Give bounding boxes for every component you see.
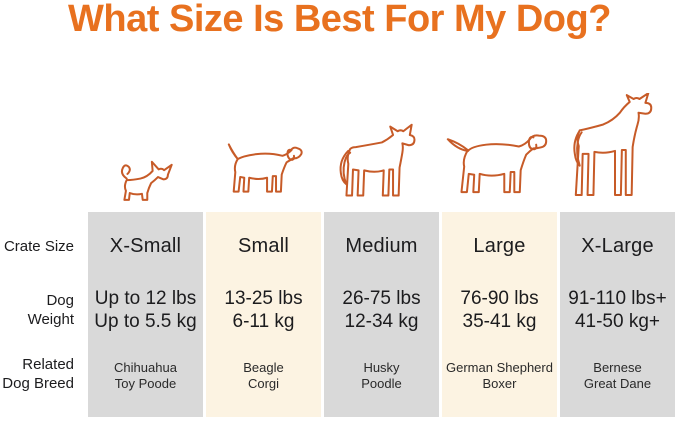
crate-size-value: X-Small [109, 234, 182, 257]
weight-lbs-value: Up to 12 lbs [94, 288, 197, 309]
retriever-dog-icon [444, 121, 550, 203]
great-dane-dog-icon [566, 93, 664, 203]
page-title: What Size Is Best For My Dog? [68, 0, 611, 40]
size-column-large: Large 76-90 lbs 35-41 kg German Shepherd… [442, 212, 557, 417]
breed-secondary-value: Corgi [247, 376, 280, 391]
row-label-dog-breed: Dog Breed [2, 375, 74, 392]
crate-size-value: Small [237, 234, 289, 257]
size-column-x-small: X-Small Up to 12 lbs Up to 5.5 kg Chihua… [88, 212, 203, 417]
crate-size-value: Large [473, 234, 526, 257]
weight-lbs-value: 13-25 lbs [224, 288, 303, 309]
weight-lbs-value: 26-75 lbs [342, 288, 421, 309]
size-column-medium: Medium 26-75 lbs 12-34 kg Husky Poodle [324, 212, 439, 417]
row-label-dog-weight: Dog Weight [27, 292, 74, 328]
weight-kg-value: Up to 5.5 kg [94, 311, 197, 332]
weight-kg-value: 12-34 kg [344, 311, 419, 332]
size-column-small: Small 13-25 lbs 6-11 kg Beagle Corgi [206, 212, 321, 417]
breed-primary-value: Beagle [243, 360, 284, 375]
row-label-crate-size: Crate Size [3, 237, 74, 255]
breed-secondary-value: Toy Poode [114, 376, 177, 391]
dog-illustrations-row [88, 0, 675, 203]
weight-kg-value: 6-11 kg [232, 311, 295, 332]
weight-kg-value: 35-41 kg [462, 311, 537, 332]
weight-kg-value: 41-50 kg+ [574, 311, 661, 332]
dog-slot-large [440, 121, 554, 203]
breed-secondary-value: Boxer [482, 376, 517, 391]
size-column-x-large: X-Large 91-110 lbs+ 41-50 kg+ Bernese Gr… [560, 212, 675, 417]
weight-lbs-value: 91-110 lbs+ [568, 288, 667, 309]
crate-size-value: X-Large [581, 234, 654, 257]
crate-size-value: Medium [345, 234, 418, 257]
breed-secondary-value: Great Dane [583, 376, 652, 391]
chihuahua-dog-icon [116, 148, 174, 203]
dog-slot-x-small [88, 148, 202, 203]
breed-primary-value: Chihuahua [114, 360, 177, 375]
size-chart-table: Crate Size Dog Weight Related Dog Breed … [0, 212, 675, 417]
breed-primary-value: Husky [363, 360, 400, 375]
weight-lbs-value: 76-90 lbs [460, 288, 539, 309]
beagle-dog-icon [222, 133, 304, 203]
dog-slot-medium [323, 121, 437, 203]
dog-slot-x-large [558, 93, 672, 203]
breed-secondary-value: Poodle [361, 376, 402, 391]
row-labels-column: Crate Size Dog Weight Related Dog Breed [0, 212, 85, 417]
dog-slot-small [205, 133, 319, 203]
breed-primary-value: German Shepherd [446, 360, 553, 375]
husky-dog-icon [335, 121, 425, 203]
breed-primary-value: Bernese [593, 360, 642, 375]
row-label-related: Related [22, 356, 74, 373]
